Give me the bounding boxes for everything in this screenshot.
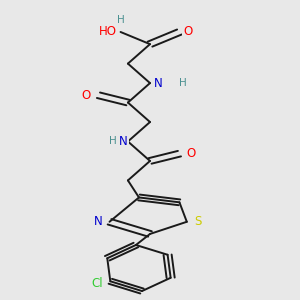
Text: H: H [109,136,117,146]
Text: N: N [93,215,102,228]
Text: HO: HO [99,26,117,38]
Text: N: N [154,76,162,90]
Text: Cl: Cl [91,277,103,290]
Text: N: N [119,135,128,148]
Text: O: O [187,147,196,160]
Text: H: H [179,78,187,88]
Text: S: S [194,215,202,228]
Text: O: O [183,26,192,38]
Text: H: H [117,15,124,25]
Text: O: O [82,89,91,102]
